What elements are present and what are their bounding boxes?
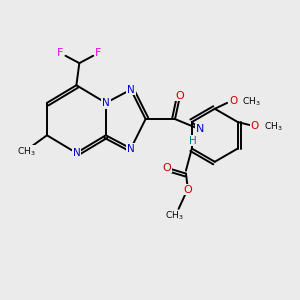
Text: F: F — [57, 48, 63, 58]
Text: O: O — [162, 163, 171, 173]
Text: O: O — [183, 185, 192, 195]
Text: N: N — [127, 85, 135, 94]
Text: O: O — [229, 96, 237, 106]
Text: O: O — [175, 91, 184, 100]
Text: CH$_3$: CH$_3$ — [264, 120, 282, 133]
Text: H: H — [189, 136, 196, 146]
Text: CH$_3$: CH$_3$ — [165, 210, 184, 223]
Text: N: N — [73, 148, 80, 158]
Text: N: N — [196, 124, 204, 134]
Text: N: N — [127, 143, 135, 154]
Text: CH$_3$: CH$_3$ — [17, 145, 36, 158]
Text: O: O — [250, 122, 259, 131]
Text: F: F — [95, 48, 102, 58]
Text: N: N — [102, 98, 110, 108]
Text: CH$_3$: CH$_3$ — [242, 95, 261, 108]
